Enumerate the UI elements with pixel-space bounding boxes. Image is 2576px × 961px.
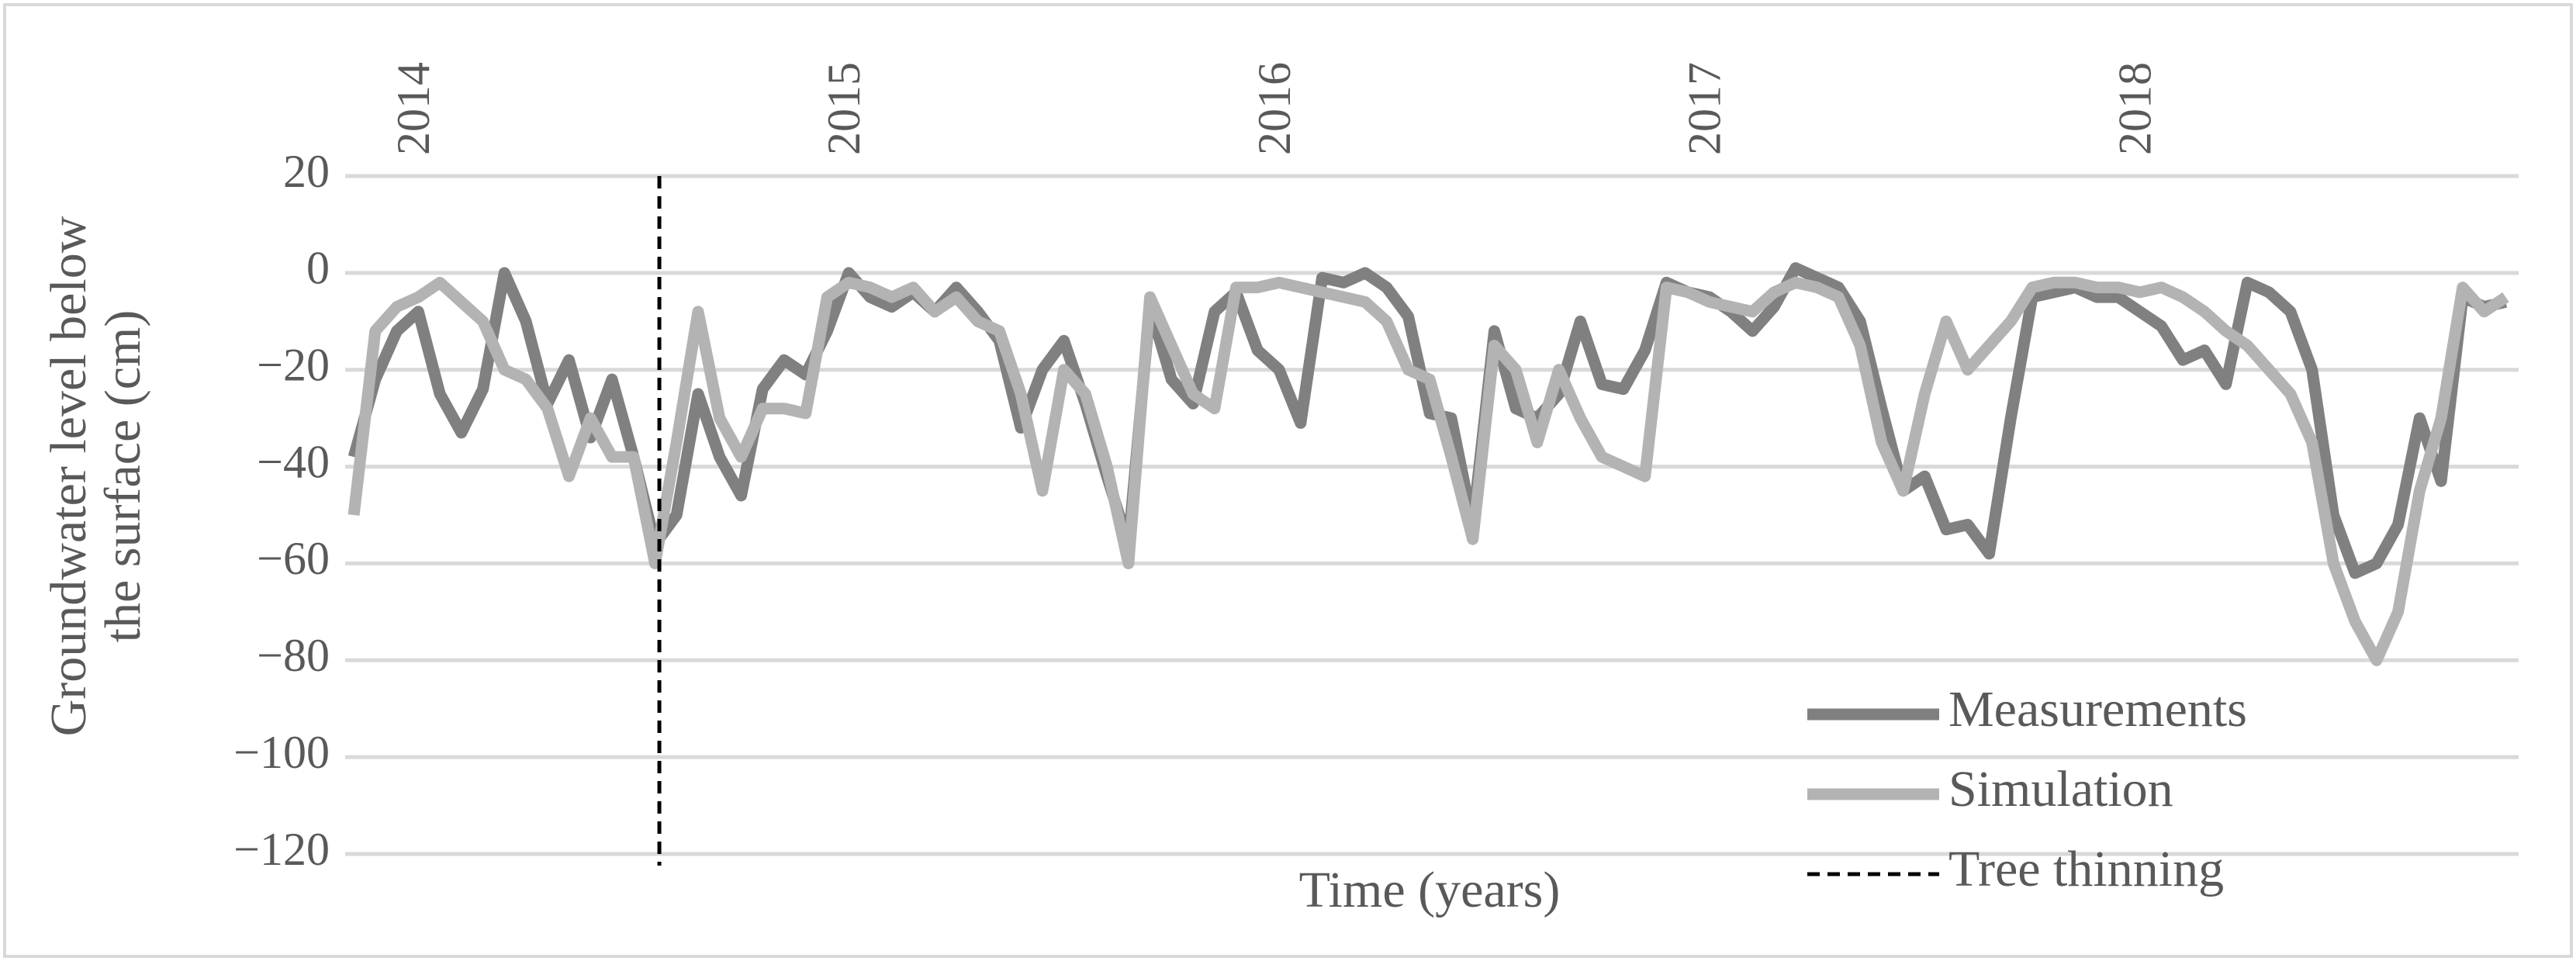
y-tick-label: −100 (233, 727, 330, 778)
x-tick-label: 2018 (2109, 62, 2160, 155)
y-tick-label: −60 (257, 533, 330, 584)
chart-border (3, 3, 2573, 958)
legend-label: Simulation (1948, 761, 2173, 818)
y-tick-label: −40 (257, 436, 330, 487)
y-axis-label: Groundwater level below (40, 216, 97, 736)
y-tick-label: −120 (233, 824, 330, 875)
series-line (348, 276, 2509, 666)
y-tick-label: 0 (306, 243, 330, 294)
legend-label: Measurements (1948, 681, 2247, 738)
x-axis-label: Time (years) (1299, 862, 1561, 918)
y-axis-label: the surface (cm) (95, 310, 151, 643)
x-tick-label: 2016 (1249, 62, 1300, 155)
x-tick-label: 2017 (1679, 62, 1731, 155)
series-line (348, 262, 2508, 579)
y-tick-label: −80 (257, 630, 330, 681)
y-tick-label: −20 (257, 339, 330, 390)
x-tick-label: 2014 (388, 62, 439, 155)
legend-label: Tree thinning (1948, 841, 2224, 897)
x-tick-label: 2015 (818, 62, 870, 155)
y-tick-label: 20 (283, 146, 330, 197)
